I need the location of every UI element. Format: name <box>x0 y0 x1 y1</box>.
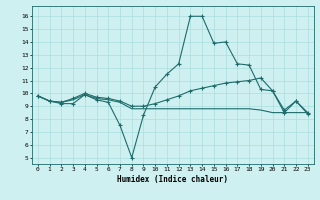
X-axis label: Humidex (Indice chaleur): Humidex (Indice chaleur) <box>117 175 228 184</box>
